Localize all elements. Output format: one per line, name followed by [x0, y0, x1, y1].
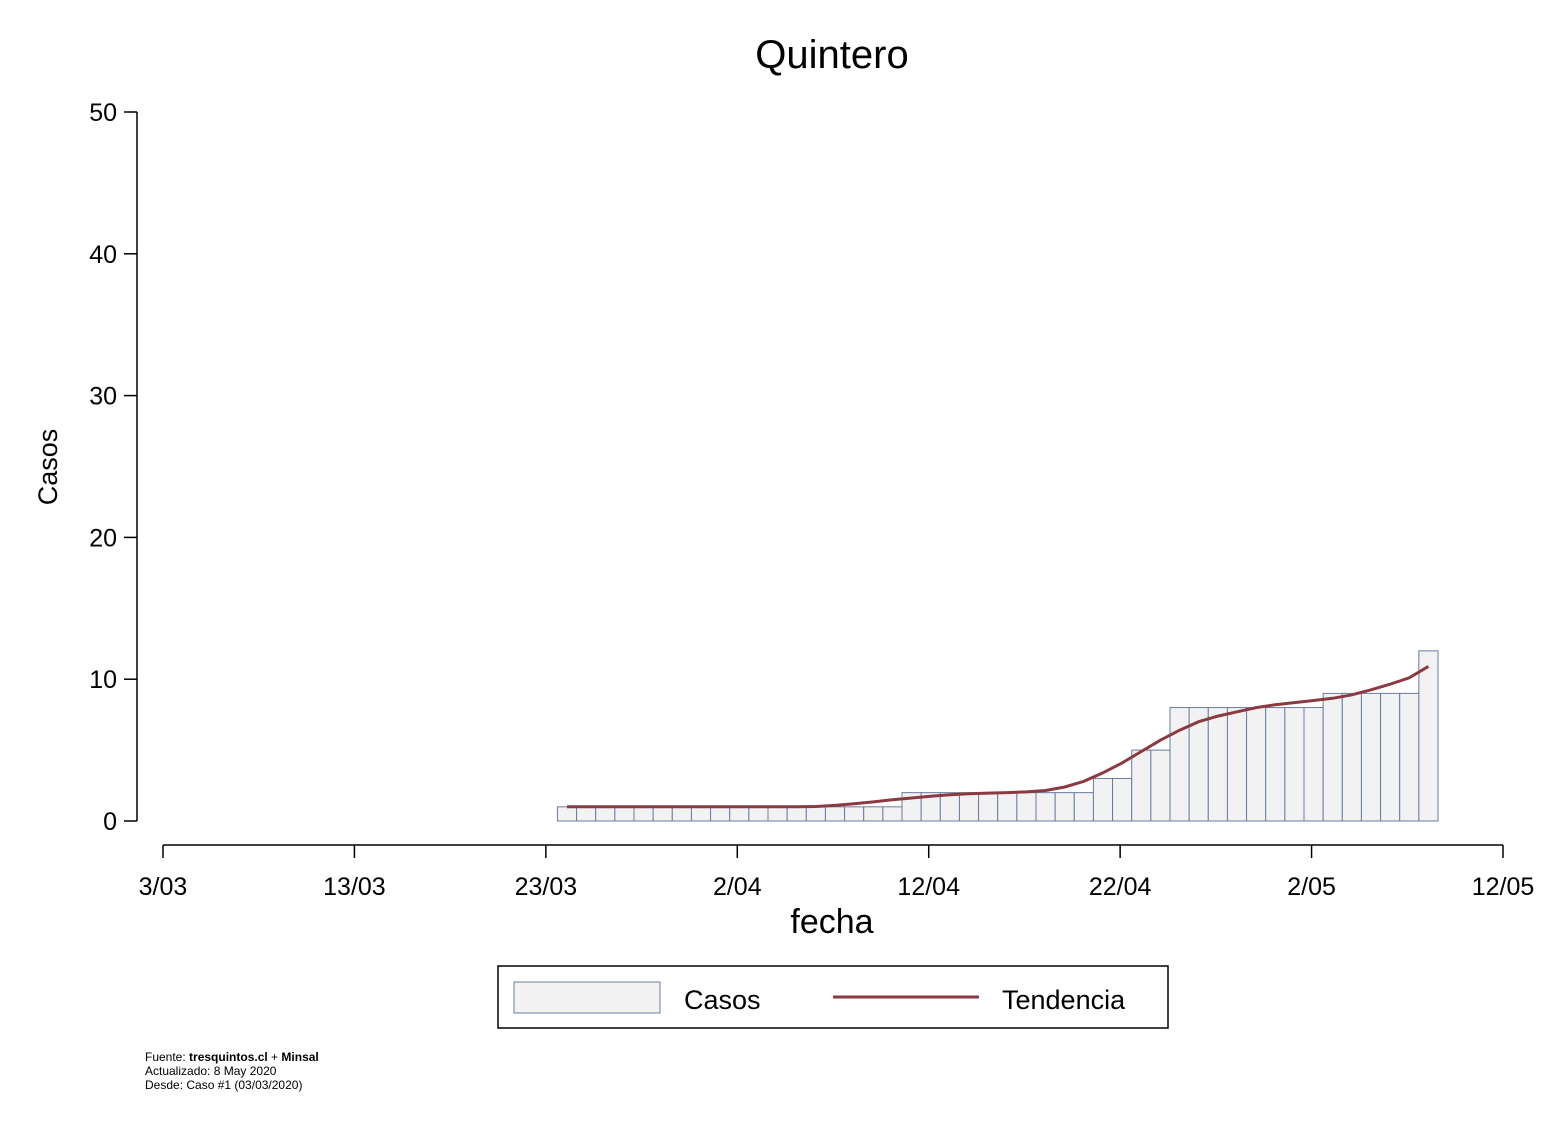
- x-axis-title: fecha: [790, 903, 873, 941]
- footer-source: Fuente: tresquintos.cl + Minsal: [145, 1050, 319, 1064]
- x-axis: 3/03 13/03 23/03 2/04 12/04 22/04 2/05 12/05: [139, 844, 1535, 901]
- footer-source-prefix: Fuente:: [145, 1050, 190, 1064]
- bar: [844, 806, 865, 822]
- bar: [824, 806, 846, 822]
- y-tick-label: 0: [103, 808, 117, 836]
- legend-label-casos: Casos: [684, 985, 761, 1015]
- bar: [997, 792, 1018, 822]
- bar: [690, 806, 712, 822]
- bar: [1112, 777, 1133, 822]
- footer-source-site: tresquintos.cl: [189, 1050, 268, 1064]
- bar: [958, 792, 980, 822]
- x-tick-label: 13/03: [323, 873, 386, 901]
- bar: [633, 806, 654, 822]
- footer-source-sep: +: [267, 1050, 282, 1064]
- bar: [595, 806, 616, 822]
- bar: [1265, 707, 1286, 822]
- footer-since: Desde: Caso #1 (03/03/2020): [145, 1078, 303, 1092]
- x-tick-label: 12/04: [897, 873, 960, 901]
- bar: [1016, 792, 1037, 822]
- bar: [767, 806, 788, 822]
- bar: [710, 806, 731, 822]
- x-tick-label: 23/03: [515, 873, 578, 901]
- bar: [671, 806, 692, 822]
- bar: [1131, 749, 1152, 822]
- bar: [576, 806, 597, 822]
- y-tick-label: 20: [89, 524, 117, 552]
- bar: [1418, 650, 1439, 822]
- x-tick-label: 12/05: [1472, 873, 1535, 901]
- x-tick-label: 2/04: [713, 873, 762, 901]
- x-tick-label: 3/03: [139, 873, 188, 901]
- bar: [978, 792, 999, 822]
- bar: [1303, 707, 1324, 822]
- bar: [1054, 792, 1075, 822]
- y-tick-label: 50: [89, 99, 117, 127]
- y-tick-label: 40: [89, 241, 117, 269]
- bar: [1399, 692, 1420, 822]
- bar: [1360, 692, 1382, 822]
- bar: [1380, 692, 1401, 822]
- bar: [1169, 707, 1190, 822]
- y-tick-label: 30: [89, 383, 117, 411]
- bar: [1322, 692, 1343, 822]
- bar: [748, 806, 769, 822]
- footer-note: Fuente: tresquintos.cl + Minsal Actualiz…: [145, 1050, 319, 1092]
- bar: [1092, 777, 1114, 822]
- bar: [556, 806, 578, 822]
- y-tick-label: 10: [89, 666, 117, 694]
- y-axis: 0 10 20 30 40 50: [89, 99, 138, 836]
- bar: [786, 806, 807, 822]
- footer-source-org: Minsal: [281, 1050, 319, 1064]
- bar: [882, 806, 903, 822]
- legend-label-tendencia: Tendencia: [1002, 985, 1126, 1015]
- bar: [1246, 707, 1267, 822]
- bar: [652, 806, 673, 822]
- x-tick-label: 22/04: [1089, 873, 1152, 901]
- bar: [729, 806, 750, 822]
- bar: [939, 792, 960, 822]
- bars-group: [556, 650, 1439, 822]
- x-tick-label: 2/05: [1287, 873, 1336, 901]
- bar: [1035, 792, 1056, 822]
- bar: [1073, 792, 1094, 822]
- y-axis-title: Casos: [33, 429, 63, 506]
- chart-title: Quintero: [755, 33, 908, 77]
- bar: [863, 806, 884, 822]
- legend-swatch-casos: [513, 981, 661, 1014]
- bar: [1341, 692, 1362, 822]
- bar: [1226, 707, 1248, 822]
- bar: [805, 806, 826, 822]
- bar: [1207, 707, 1228, 822]
- footer-updated: Actualizado: 8 May 2020: [145, 1064, 277, 1078]
- bar: [1284, 707, 1305, 822]
- legend: Casos Tendencia: [497, 965, 1169, 1029]
- bar: [1150, 749, 1171, 822]
- bar: [614, 806, 635, 822]
- trend-line: [567, 665, 1430, 809]
